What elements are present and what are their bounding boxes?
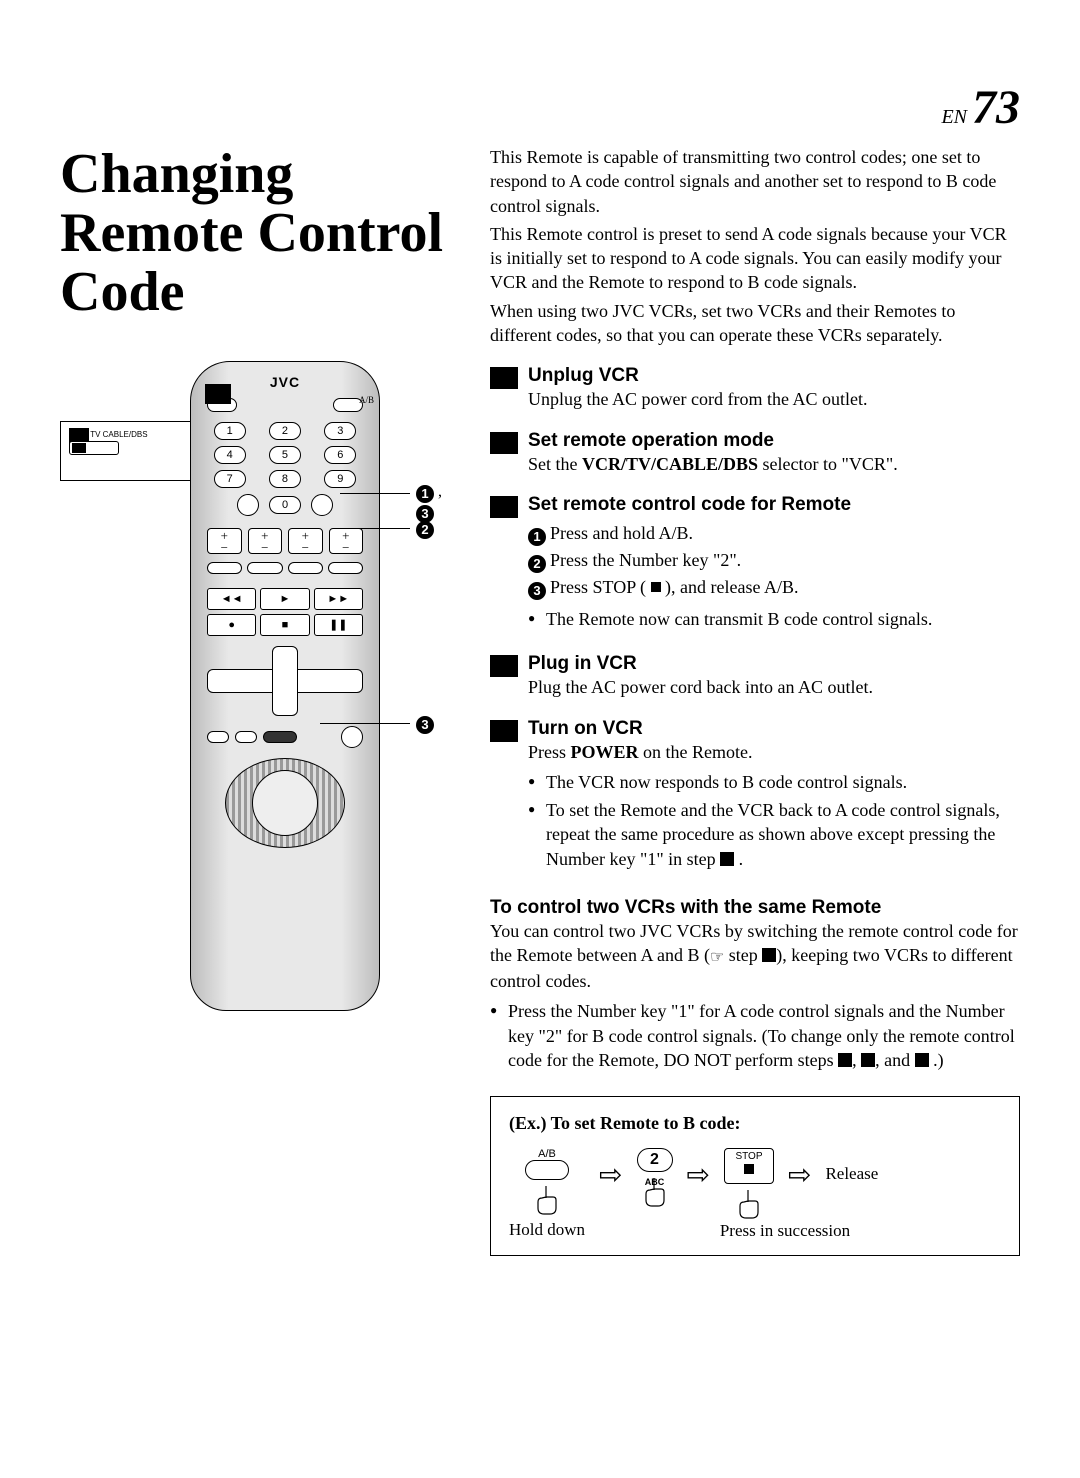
- two-vcr-title: To control two VCRs with the same Remote: [490, 897, 1020, 919]
- arrow-icon: ⇨: [687, 1148, 710, 1192]
- num-button-icon: 2ABC: [637, 1148, 673, 1172]
- remote-wide-btn: [328, 562, 363, 574]
- callout-1-3: 1, 3: [416, 483, 460, 523]
- press-caption: Press in succession: [720, 1221, 850, 1240]
- callout-line: [340, 493, 410, 494]
- step-marker: [490, 720, 518, 742]
- remote-top-marker: [205, 384, 231, 404]
- remote-num-5: 5: [269, 446, 301, 464]
- callout-line: [340, 528, 410, 529]
- step: Set remote operation modeSet the VCR/TV/…: [490, 430, 1020, 476]
- step-marker: [490, 655, 518, 677]
- step: Set remote control code for Remote 1Press…: [490, 494, 1020, 635]
- arrow-icon: ⇨: [599, 1148, 622, 1192]
- remote-body: JVC A/B 1 2 3 4 5 6 7 8 9: [190, 361, 380, 1011]
- step-text: Press POWER on the Remote.: [528, 740, 1020, 764]
- step: Turn on VCRPress POWER on the Remote. The…: [490, 718, 1020, 875]
- step-marker: [490, 432, 518, 454]
- intro-text: This Remote is capable of transmitting t…: [490, 145, 1020, 347]
- remote-num-0: 0: [269, 496, 301, 514]
- remote-top-btn: A/B: [333, 398, 363, 412]
- remote-num-7: 7: [214, 470, 246, 488]
- step-text: Set the VCR/TV/CABLE/DBS selector to "VC…: [528, 452, 1020, 476]
- remote-plus-btn: +−: [207, 528, 242, 554]
- step-text: Unplug the AC power cord from the AC out…: [528, 387, 1020, 411]
- remote-num-3: 3: [324, 422, 356, 440]
- example-title: (Ex.) To set Remote to B code:: [509, 1113, 1001, 1134]
- sub-item: 1Press and hold A/B.: [528, 520, 1020, 547]
- remote-num-4: 4: [214, 446, 246, 464]
- intro-para: This Remote is capable of transmitting t…: [490, 145, 1020, 218]
- remote-small-btn: [235, 731, 257, 743]
- remote-wide-btn: [247, 562, 282, 574]
- step-marker: [490, 496, 518, 518]
- page-lang: EN: [941, 106, 967, 128]
- hand-icon: [736, 1188, 762, 1222]
- hand-icon: [534, 1184, 560, 1218]
- remote-rew-btn: ◄◄: [207, 588, 256, 610]
- page-number: 73: [972, 81, 1020, 134]
- step-title: Set remote operation mode: [528, 430, 1020, 452]
- remote-plus-btn: +−: [248, 528, 283, 554]
- stop-button-icon: STOP: [724, 1148, 774, 1184]
- page-header: EN 73: [60, 80, 1020, 135]
- remote-small-btn: [207, 731, 229, 743]
- two-vcr-bullet: Press the Number key "1" for A code cont…: [490, 999, 1020, 1072]
- arrow-icon: ⇨: [788, 1148, 811, 1192]
- remote-plus-btn: +−: [288, 528, 323, 554]
- example-box: (Ex.) To set Remote to B code: A/B Hold …: [490, 1096, 1020, 1255]
- bullet-item: To set the Remote and the VCR back to A …: [528, 798, 1020, 871]
- step-title: Set remote control code for Remote: [528, 494, 1020, 516]
- remote-illustration: VCR TV CABLE/DBS JVC A/B 1 2 3 4 5 6: [60, 361, 460, 1011]
- hand-icon: [642, 1176, 668, 1210]
- hold-caption: Hold down: [509, 1220, 585, 1240]
- remote-num-1: 1: [214, 422, 246, 440]
- bullet-item: The Remote now can transmit B code contr…: [528, 607, 1020, 631]
- remote-plus-btn: +−: [329, 528, 364, 554]
- intro-para: This Remote control is preset to send A …: [490, 222, 1020, 295]
- remote-wide-btn: [288, 562, 323, 574]
- remote-num-9: 9: [324, 470, 356, 488]
- release-caption: Release: [825, 1164, 878, 1184]
- selector-inset: VCR TV CABLE/DBS: [60, 421, 195, 481]
- remote-circle-btn: [237, 494, 259, 516]
- ab-button-icon: [525, 1160, 569, 1180]
- remote-num-6: 6: [324, 446, 356, 464]
- sub-item: 2Press the Number key "2".: [528, 547, 1020, 574]
- bullet-item: The VCR now responds to B code control s…: [528, 770, 1020, 794]
- remote-ff-btn: ►►: [314, 588, 363, 610]
- remote-play-btn: ►: [260, 588, 309, 610]
- step: Plug in VCRPlug the AC power cord back i…: [490, 653, 1020, 699]
- step-title: Turn on VCR: [528, 718, 1020, 740]
- remote-jog: [207, 758, 363, 848]
- step-title: Unplug VCR: [528, 365, 1020, 387]
- step: Unplug VCRUnplug the AC power cord from …: [490, 365, 1020, 411]
- selector-switch: [69, 441, 119, 455]
- remote-stop-btn: ■: [260, 614, 309, 636]
- remote-circle-btn: [311, 494, 333, 516]
- remote-wide-btn: [207, 562, 242, 574]
- ab-label: A/B: [509, 1148, 585, 1160]
- remote-small-circle: [341, 726, 363, 748]
- remote-num-2: 2: [269, 422, 301, 440]
- step-marker: [490, 367, 518, 389]
- remote-pause-btn: ❚❚: [314, 614, 363, 636]
- callout-line: [320, 723, 410, 724]
- callout-3: 3: [416, 714, 438, 734]
- remote-rec-btn: ●: [207, 614, 256, 636]
- remote-num-8: 8: [269, 470, 301, 488]
- remote-dpad: [207, 646, 363, 716]
- two-vcr-text: You can control two JVC VCRs by switchin…: [490, 919, 1020, 993]
- intro-para: When using two JVC VCRs, set two VCRs an…: [490, 299, 1020, 348]
- sub-item: 3Press STOP ( ), and release A/B.: [528, 574, 1020, 601]
- step-title: Plug in VCR: [528, 653, 1020, 675]
- page-title: Changing Remote Control Code: [60, 145, 460, 321]
- callout-2: 2: [416, 519, 438, 539]
- remote-small-btn: [263, 731, 297, 743]
- step-text: Plug the AC power cord back into an AC o…: [528, 675, 1020, 699]
